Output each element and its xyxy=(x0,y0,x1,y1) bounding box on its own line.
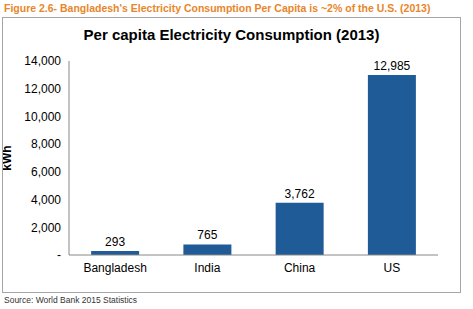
svg-text:14,000: 14,000 xyxy=(24,54,61,68)
svg-text:765: 765 xyxy=(197,228,217,242)
svg-text:10,000: 10,000 xyxy=(24,110,61,124)
svg-text:kWh: kWh xyxy=(8,145,14,170)
svg-text:4,000: 4,000 xyxy=(31,193,61,207)
svg-text:US: US xyxy=(384,261,401,275)
svg-text:293: 293 xyxy=(105,235,125,249)
html-text:Source: World Bank 2015 Statis: Source: World Bank 2015 Statistics xyxy=(4,295,138,305)
svg-text:12,985: 12,985 xyxy=(374,59,411,73)
svg-text:8,000: 8,000 xyxy=(31,137,61,151)
svg-text:-: - xyxy=(57,248,61,262)
html-text:Figure 2.6- Bangladesh's Elect: Figure 2.6- Bangladesh's Electricity Con… xyxy=(4,2,431,14)
svg-text:India: India xyxy=(194,261,220,275)
html-text:Per capita Electricity Consump: Per capita Electricity Consumption (2013… xyxy=(83,26,380,43)
svg-text:12,000: 12,000 xyxy=(24,82,61,96)
svg-text:6,000: 6,000 xyxy=(31,165,61,179)
svg-text:3,762: 3,762 xyxy=(285,187,315,201)
svg-text:China: China xyxy=(284,261,316,275)
svg-text:Bangladesh: Bangladesh xyxy=(83,261,146,275)
svg-text:2,000: 2,000 xyxy=(31,221,61,235)
